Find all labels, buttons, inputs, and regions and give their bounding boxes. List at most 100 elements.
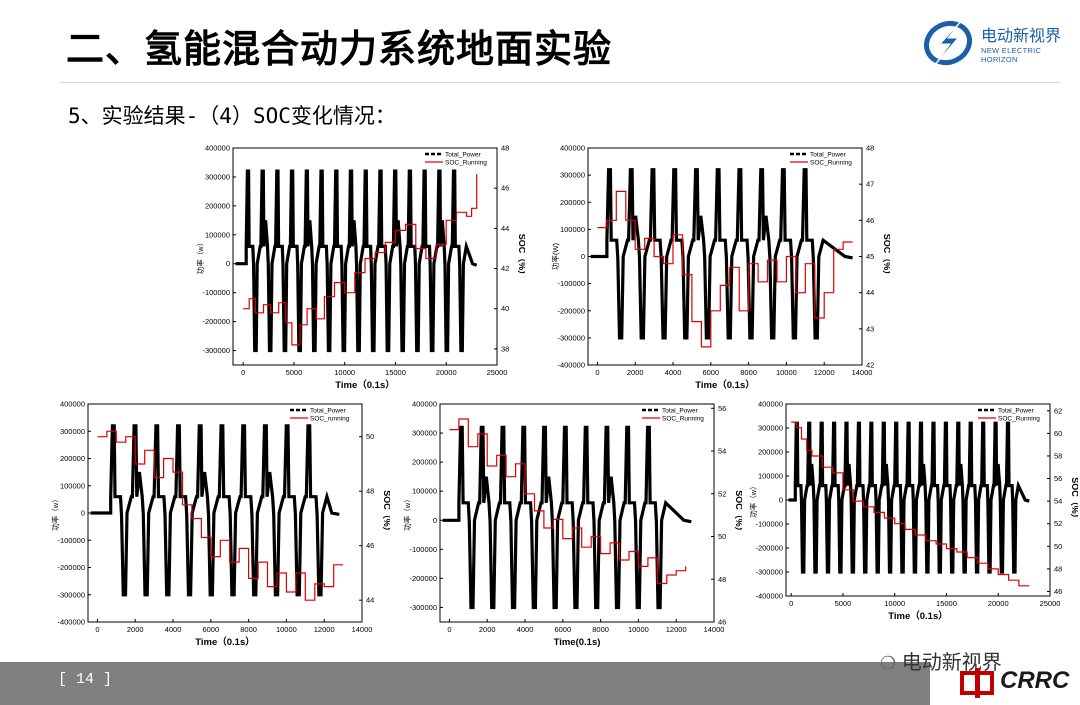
total-power-line <box>788 421 1030 574</box>
total-power-line <box>442 425 692 610</box>
x-tick-label: 14000 <box>852 368 873 377</box>
legend-soc-label: SOC_Running <box>445 160 487 167</box>
y-tick-label: -100000 <box>409 545 437 554</box>
legend-power-label: Total_Power <box>445 152 482 159</box>
soc-chart-1: -300000-200000-1000000100000200000300000… <box>195 144 525 392</box>
y2-axis-label: SOC（%） <box>517 234 525 280</box>
x-tick-label: 10000 <box>276 625 297 634</box>
x-tick-label: 20000 <box>988 599 1009 608</box>
y2-tick-label: 48 <box>366 487 374 496</box>
y-tick-label: 400000 <box>60 400 85 409</box>
y2-tick-label: 56 <box>718 404 726 413</box>
y-tick-label: 0 <box>226 259 230 268</box>
x-tick-label: 10000 <box>884 599 905 608</box>
x-tick-label: 0 <box>789 599 793 608</box>
y2-tick-label: 48 <box>501 144 509 153</box>
y-tick-label: 100000 <box>560 225 585 234</box>
x-tick-label: 4000 <box>517 625 534 634</box>
x-tick-label: 5000 <box>286 368 303 377</box>
lightning-logo-icon <box>924 19 972 67</box>
y2-tick-label: 46 <box>866 216 874 225</box>
x-tick-label: 15000 <box>385 368 406 377</box>
y2-axis-label: SOC（%） <box>1070 477 1078 523</box>
x-tick-label: 14000 <box>704 625 725 634</box>
x-tick-label: 25000 <box>1040 599 1061 608</box>
soc-line <box>97 430 344 601</box>
x-tick-label: 12000 <box>314 625 335 634</box>
y-tick-label: 100000 <box>205 230 230 239</box>
y2-tick-label: 56 <box>1054 474 1062 483</box>
y2-tick-label: 40 <box>501 304 509 313</box>
y-tick-label: 0 <box>581 252 585 261</box>
y-tick-label: -100000 <box>57 536 85 545</box>
y-tick-label: 200000 <box>560 198 585 207</box>
y2-tick-label: 50 <box>718 532 726 541</box>
y-tick-label: 200000 <box>60 454 85 463</box>
y-tick-label: -300000 <box>202 346 230 355</box>
wechat-icon: ❍ <box>880 653 897 673</box>
y-axis-label: 功率（w） <box>402 495 412 530</box>
crrc-emblem-icon <box>960 668 994 698</box>
x-tick-label: 2000 <box>627 368 644 377</box>
x-axis-label: Time（0.1s） <box>195 636 255 648</box>
y-tick-label: 400000 <box>560 144 585 153</box>
y2-tick-label: 46 <box>718 618 726 627</box>
soc-chart-4: -300000-200000-1000000100000200000300000… <box>402 400 742 649</box>
legend-soc-label: SOC_Running <box>998 416 1040 423</box>
legend-power-label: Total_Power <box>662 408 699 415</box>
y-tick-label: 0 <box>433 516 437 525</box>
soc-line <box>597 190 853 348</box>
x-tick-label: 6000 <box>702 368 719 377</box>
y-tick-label: -300000 <box>755 568 783 577</box>
x-tick-label: 10000 <box>776 368 797 377</box>
legend-soc-label: SOC_Running <box>810 160 852 167</box>
y-tick-label: -300000 <box>409 603 437 612</box>
y-tick-label: 400000 <box>205 144 230 153</box>
legend-power-label: Total_Power <box>998 408 1035 415</box>
legend-soc-label: SOC_Running <box>662 416 704 423</box>
y2-tick-label: 47 <box>866 180 874 189</box>
y-axis-label: 功率（w） <box>50 495 60 530</box>
y2-tick-label: 54 <box>718 447 726 456</box>
y-tick-label: -200000 <box>57 563 85 572</box>
y2-tick-label: 54 <box>1054 497 1062 506</box>
x-axis-label: Time（0.1s） <box>335 379 395 391</box>
plot-frame <box>232 147 498 366</box>
x-axis-label: Time(0.1s) <box>554 637 601 648</box>
x-tick-label: 14000 <box>352 625 373 634</box>
y-tick-label: 0 <box>81 509 85 518</box>
x-tick-label: 2000 <box>479 625 496 634</box>
y-tick-label: -200000 <box>409 574 437 583</box>
title-divider <box>60 82 1060 83</box>
y-tick-label: 300000 <box>60 427 85 436</box>
x-tick-label: 2000 <box>127 625 144 634</box>
y-tick-label: 400000 <box>412 400 437 409</box>
x-tick-label: 12000 <box>814 368 835 377</box>
y2-tick-label: 44 <box>501 224 509 233</box>
legend-power-label: Total_Power <box>310 408 347 415</box>
x-tick-label: 0 <box>95 625 99 634</box>
logo-text-en: NEW ELECTRIC HORIZON <box>981 46 1042 64</box>
x-tick-label: 10000 <box>334 368 355 377</box>
y2-tick-label: 44 <box>866 288 874 297</box>
page-number: [ 14 ] <box>58 671 113 688</box>
y-tick-label: 200000 <box>412 458 437 467</box>
x-tick-label: 12000 <box>666 625 687 634</box>
y-tick-label: 300000 <box>560 171 585 180</box>
x-axis-label: Time（0.1s） <box>695 379 755 391</box>
y2-axis-label: SOC（%） <box>734 490 742 536</box>
y2-tick-label: 62 <box>1054 406 1062 415</box>
y-tick-label: -300000 <box>57 590 85 599</box>
y-tick-label: 300000 <box>412 429 437 438</box>
y-tick-label: 200000 <box>758 448 783 457</box>
y-tick-label: 100000 <box>60 481 85 490</box>
x-tick-label: 8000 <box>740 368 757 377</box>
soc-chart-3: -400000-300000-200000-100000010000020000… <box>50 400 390 649</box>
y-tick-label: -200000 <box>202 317 230 326</box>
y2-axis-label: SOC（%） <box>882 234 890 280</box>
y2-axis-label: SOC（%） <box>382 490 390 536</box>
y2-tick-label: 42 <box>866 361 874 370</box>
x-tick-label: 6000 <box>554 625 571 634</box>
y-tick-label: 100000 <box>758 472 783 481</box>
y2-tick-label: 46 <box>366 541 374 550</box>
